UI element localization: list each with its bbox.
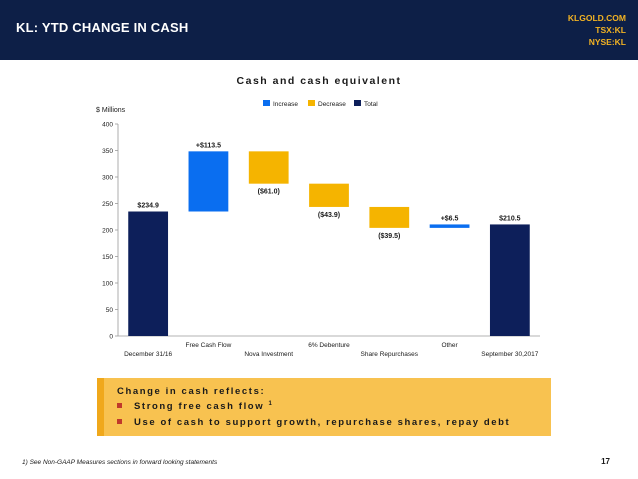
bar-decrease <box>248 151 289 184</box>
page-title: KL: YTD CHANGE IN CASH <box>16 20 189 35</box>
website-label[interactable]: KLGOLD.COM <box>567 13 626 23</box>
data-label: +$113.5 <box>196 142 221 149</box>
y-tick-label: 300 <box>102 175 113 182</box>
legend-label: Decrease <box>318 101 346 108</box>
bar-decrease <box>309 183 349 207</box>
x-tick-label: 6% Debenture <box>308 342 350 349</box>
bullet-icon <box>117 403 122 409</box>
nyse-ticker: NYSE:KL <box>588 37 626 47</box>
callout-box: Change in cash reflects: Strong free cas… <box>97 378 551 436</box>
page-number: 17 <box>601 457 610 466</box>
bullet-icon <box>117 418 122 424</box>
data-label: $234.9 <box>137 203 159 210</box>
data-label: ($39.5) <box>378 233 400 240</box>
callout-heading: Change in cash reflects: <box>117 386 266 397</box>
bar-increase <box>429 224 470 228</box>
footnote: 1) See Non-GAAP Measures sections in for… <box>22 459 218 466</box>
bar-increase <box>188 151 229 212</box>
x-tick-label: Free Cash Flow <box>185 342 231 349</box>
bar-total <box>128 211 169 336</box>
data-label: ($43.9) <box>318 212 340 219</box>
x-tick-label: Other <box>441 342 458 349</box>
data-label: +$6.5 <box>441 215 459 222</box>
y-tick-label: 350 <box>102 148 113 155</box>
legend-swatch <box>308 100 315 106</box>
x-tick-label: Nova Investment <box>244 351 293 358</box>
callout-item-text: Use of cash to support growth, repurchas… <box>134 417 511 428</box>
callout-item-text: Strong free cash flow <box>134 401 265 413</box>
callout-item: Use of cash to support growth, repurchas… <box>117 417 510 428</box>
legend-label: Increase <box>273 101 298 108</box>
y-tick-label: 400 <box>102 122 113 129</box>
y-tick-label: 100 <box>102 281 113 288</box>
legend-label: Total <box>364 101 378 108</box>
y-tick-label: 150 <box>102 254 113 261</box>
legend-swatch <box>354 100 361 106</box>
data-label: ($61.0) <box>258 189 280 196</box>
legend-swatch <box>263 100 270 106</box>
x-tick-label: Share Repurchases <box>361 351 419 358</box>
y-tick-label: 200 <box>102 228 113 235</box>
tsx-ticker: TSX:KL <box>595 25 626 35</box>
data-label: $210.5 <box>499 215 521 222</box>
chart-title: Cash and cash equivalent <box>236 75 402 87</box>
y-tick-label: 50 <box>106 307 114 314</box>
y-tick-label: 0 <box>109 334 113 341</box>
callout-item: Strong free cash flow 1 <box>117 401 273 412</box>
header-bar: KL: YTD CHANGE IN CASH KLGOLD.COM TSX:KL… <box>0 0 638 60</box>
bar-total <box>489 224 530 336</box>
y-tick-label: 250 <box>102 201 113 208</box>
x-tick-label: September 30,2017 <box>481 351 538 358</box>
footnote-marker: 1 <box>268 401 274 407</box>
y-axis-label: $ Millions <box>96 107 126 114</box>
x-tick-label: December 31/16 <box>124 351 172 358</box>
bar-decrease <box>369 206 410 228</box>
